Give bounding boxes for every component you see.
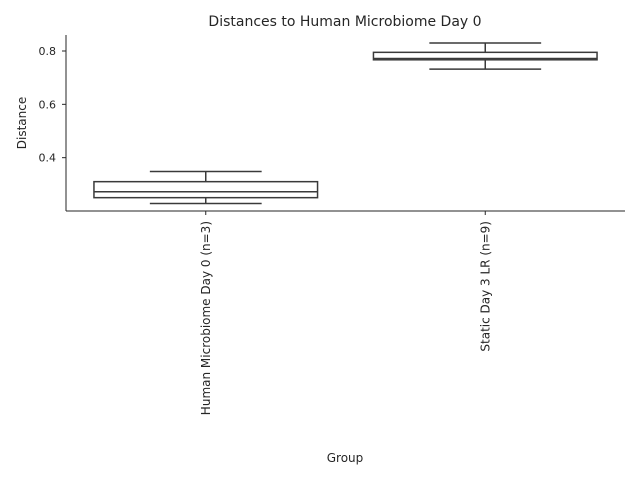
plot-area: 0.4 0.6 0.8 Human Microbiome Day 0 (n=3) Sta…: [39, 42, 598, 415]
chart-title: Distances to Human Microbiome Day 0: [208, 14, 481, 30]
x-axis-label: Group: [327, 451, 364, 465]
y-tick-label-0: 0.4: [39, 152, 57, 165]
box-1: [372, 51, 598, 61]
x-tick-label-1: Static Day 3 LR (n=9): [478, 221, 492, 352]
x-tick-label-0: Human Microbiome Day 0 (n=3): [199, 221, 213, 415]
y-axis-label: Distance: [15, 97, 29, 149]
y-tick-label-1: 0.6: [39, 98, 57, 111]
box-0: [93, 180, 319, 199]
y-tick-label-2: 0.8: [39, 45, 57, 58]
